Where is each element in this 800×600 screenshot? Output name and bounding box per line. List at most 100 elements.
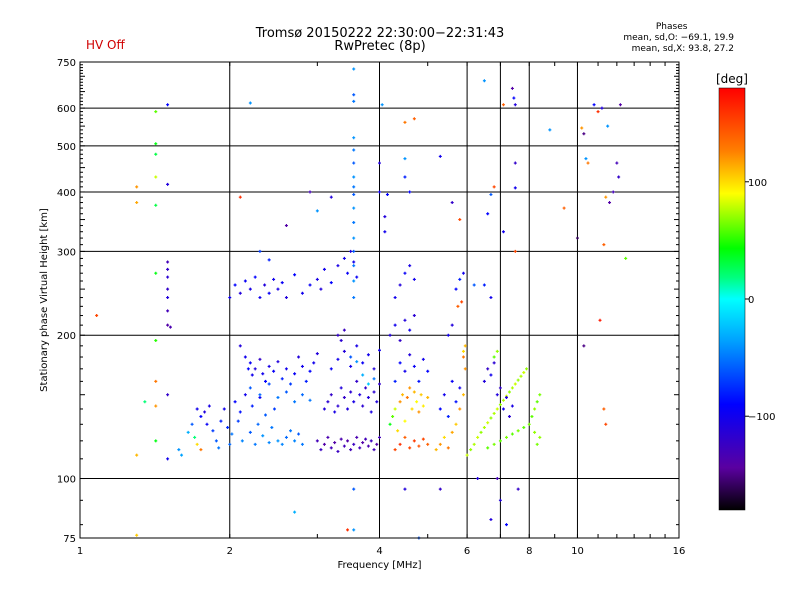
data-point — [372, 448, 376, 452]
data-point — [364, 437, 368, 441]
data-point — [482, 379, 486, 383]
data-point — [446, 446, 450, 450]
data-point — [352, 442, 356, 446]
data-point — [267, 291, 271, 295]
data-point — [326, 435, 330, 439]
data-point — [238, 344, 242, 348]
data-point — [280, 281, 284, 285]
data-point — [513, 382, 517, 386]
data-point — [154, 404, 158, 408]
data-point — [352, 221, 356, 225]
data-point — [166, 309, 170, 313]
data-point — [248, 287, 252, 291]
data-point — [611, 190, 615, 194]
data-point — [472, 442, 476, 446]
data-point — [412, 364, 416, 368]
data-point — [584, 157, 588, 161]
data-point — [458, 218, 462, 222]
grid-lines — [80, 62, 679, 538]
data-point — [438, 487, 442, 491]
data-point — [504, 435, 508, 439]
data-point — [358, 393, 362, 397]
data-point — [486, 421, 490, 425]
data-point — [398, 361, 402, 365]
data-point — [501, 407, 505, 411]
data-point — [450, 430, 454, 434]
data-point — [253, 275, 257, 279]
data-point — [263, 283, 267, 287]
y-tick-label: 100 — [57, 475, 76, 486]
data-point — [352, 487, 356, 491]
data-point — [243, 393, 247, 397]
data-point — [608, 201, 612, 205]
data-point — [456, 304, 460, 308]
data-point — [276, 287, 280, 291]
data-point — [248, 386, 252, 390]
data-point — [329, 195, 333, 199]
data-point — [333, 410, 337, 414]
data-point — [403, 487, 407, 491]
data-point — [264, 413, 268, 417]
data-point — [398, 442, 402, 446]
data-point — [154, 203, 158, 207]
data-point — [135, 201, 139, 205]
data-point — [486, 446, 490, 450]
data-point — [352, 148, 356, 152]
data-point — [352, 236, 356, 240]
data-point — [516, 487, 520, 491]
data-point — [527, 422, 531, 426]
data-point — [476, 435, 480, 439]
data-point — [375, 442, 379, 446]
data-point — [492, 442, 496, 446]
y-axis-label: Stationary phase Virtual Height [km] — [39, 208, 50, 392]
data-point — [300, 291, 304, 295]
data-point — [602, 407, 606, 411]
data-point — [596, 110, 600, 114]
data-point — [465, 453, 469, 457]
data-point — [575, 236, 579, 240]
data-point — [438, 407, 442, 411]
data-point — [403, 271, 407, 275]
data-point — [375, 400, 379, 404]
data-point — [203, 410, 207, 414]
data-point — [454, 400, 458, 404]
data-point — [272, 277, 276, 281]
data-point — [336, 357, 340, 361]
data-point — [412, 390, 416, 394]
data-point — [166, 182, 170, 186]
data-point — [355, 360, 359, 364]
data-point — [308, 369, 312, 373]
colorbar-tick-label: 100 — [748, 178, 767, 189]
data-point — [256, 422, 260, 426]
data-point — [412, 277, 416, 281]
data-point — [326, 400, 330, 404]
data-point — [408, 190, 412, 194]
data-point — [258, 393, 262, 397]
data-point — [434, 448, 438, 452]
data-point — [535, 400, 539, 404]
data-point — [293, 273, 297, 277]
data-point — [193, 435, 197, 439]
data-point — [352, 193, 356, 197]
data-point — [352, 67, 356, 71]
data-point — [498, 386, 502, 390]
data-point — [300, 442, 304, 446]
data-point — [240, 439, 244, 443]
data-point — [339, 386, 343, 390]
data-point — [342, 444, 346, 448]
data-point — [606, 124, 610, 128]
data-point — [454, 287, 458, 291]
data-point — [391, 414, 395, 418]
data-point — [495, 393, 499, 397]
data-point — [421, 437, 425, 441]
data-point — [586, 161, 590, 165]
data-point — [166, 457, 170, 461]
data-point — [522, 425, 526, 429]
data-point — [195, 407, 199, 411]
data-point — [408, 264, 412, 268]
data-point — [403, 419, 407, 423]
x-tick-label: 8 — [526, 546, 532, 557]
data-point — [166, 287, 170, 291]
data-point — [284, 296, 288, 300]
data-point — [492, 411, 496, 415]
